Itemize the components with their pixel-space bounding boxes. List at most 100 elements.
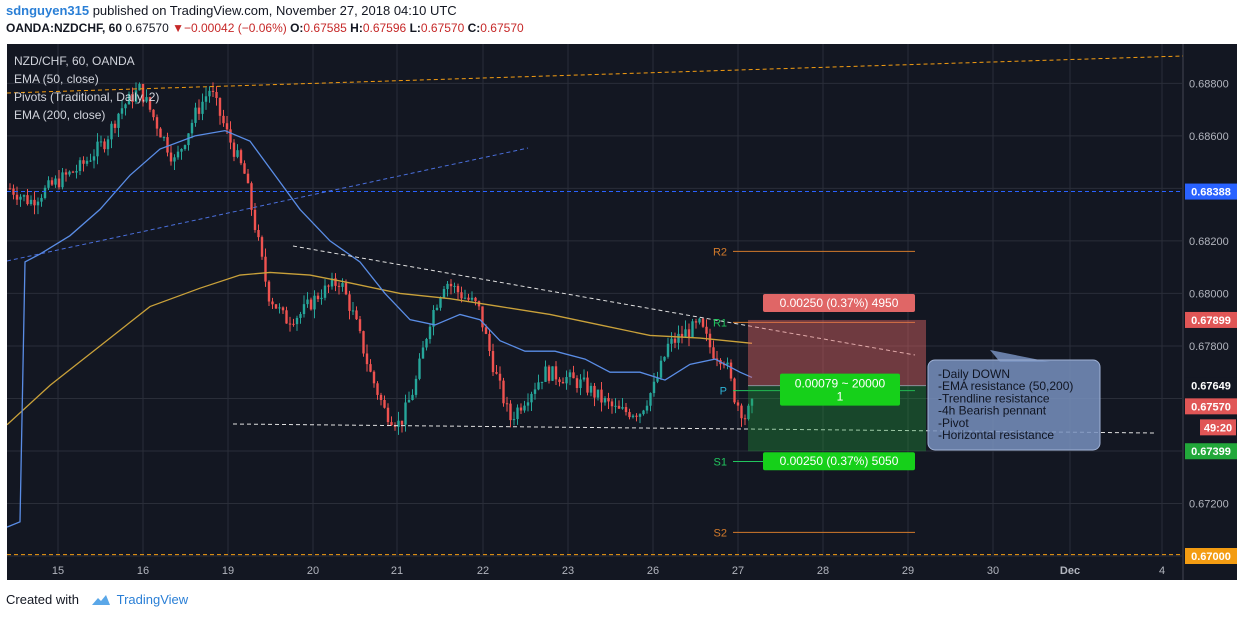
candle-body [379, 394, 383, 400]
candle-body [470, 297, 474, 300]
candle-body [278, 307, 281, 309]
candle-body [558, 379, 561, 383]
candle-body [288, 323, 292, 325]
candle-body [474, 297, 477, 302]
candle-body [586, 377, 589, 393]
candle-body [638, 414, 642, 417]
time-tick-label: 20 [307, 565, 319, 577]
annotation-line: -EMA resistance (50,200) [938, 379, 1073, 393]
candle-body [642, 410, 645, 415]
candle-body [166, 137, 169, 153]
candle-body [260, 237, 264, 257]
price-tag-label: 0.67000 [1191, 551, 1231, 563]
candle-body [568, 372, 572, 378]
candle-body [194, 107, 197, 123]
candle-body [600, 389, 603, 403]
price-tag-box [1185, 183, 1237, 200]
candle-body [292, 323, 295, 325]
candle-body [554, 366, 558, 380]
candle-body [201, 101, 204, 114]
candle-body [533, 389, 537, 394]
candle-body [579, 379, 582, 389]
pivot-label-s1: S1 [714, 456, 727, 468]
ohlc-bar: OANDA:NZDCHF, 60 0.67570 ▼−0.00042 (−0.0… [6, 21, 524, 35]
candle-body [432, 309, 435, 327]
price-tag-label: 0.67399 [1191, 446, 1231, 458]
candle-body [302, 304, 306, 315]
candle-body [211, 90, 215, 92]
price-tick-label: 0.68600 [1189, 131, 1229, 143]
candle-body [169, 152, 173, 162]
candle-body [614, 405, 617, 407]
middle-label-box [780, 373, 900, 406]
candle-body [8, 188, 12, 190]
candle-body [362, 331, 365, 354]
candle-body [372, 371, 376, 384]
candle-body [390, 422, 393, 426]
price-tag-label: 0.67899 [1191, 315, 1231, 327]
trendline-pennant-top [292, 245, 916, 356]
author-name[interactable]: sdnguyen315 [6, 3, 90, 18]
candle-body [134, 90, 138, 102]
candle-body [726, 362, 729, 365]
candle-body [456, 285, 460, 293]
candle-body [243, 163, 246, 174]
candle-body [19, 196, 22, 200]
candle-body [299, 314, 302, 318]
candle-body [110, 123, 113, 140]
candle-body [442, 289, 446, 298]
candle-body [624, 407, 628, 413]
candle-body [358, 319, 362, 332]
candle-body [603, 398, 607, 403]
candle-body [274, 304, 278, 309]
candle-body [463, 297, 467, 299]
candle-body [740, 405, 743, 419]
candle-body [127, 93, 131, 105]
candle-body [190, 122, 194, 134]
candle-body [173, 157, 176, 162]
candle-body [222, 115, 225, 124]
price-tag-box [1200, 419, 1236, 436]
price-tag-label: 0.67649 [1191, 381, 1231, 393]
price-tag-box [1185, 311, 1237, 328]
candle-body [397, 420, 400, 427]
annotation-line: -Horizontal resistance [938, 428, 1054, 442]
symbol-label: OANDA:NZDCHF, 60 [6, 21, 123, 35]
candle-body [152, 109, 155, 118]
candle-body [96, 141, 99, 157]
high-label: H: [350, 21, 363, 35]
candle-body [316, 295, 320, 300]
candle-body [736, 402, 740, 406]
time-tick-label: 21 [391, 565, 403, 577]
candle-body [491, 351, 495, 373]
candle-body [635, 415, 638, 417]
candle-body [36, 201, 40, 206]
candle-body [526, 402, 530, 406]
candle-body [323, 285, 327, 298]
candle-body [670, 338, 673, 344]
close-label: C: [467, 21, 481, 35]
candle-body [330, 278, 334, 287]
candle-body [705, 326, 708, 334]
grid-lines [7, 44, 1183, 557]
candle-body [26, 195, 29, 205]
candle-body [498, 373, 502, 381]
candle-body [687, 329, 691, 338]
time-tick-label: 16 [137, 565, 149, 577]
candle-body [411, 394, 414, 400]
tradingview-link[interactable]: TradingView [116, 592, 189, 607]
time-tick-label: 15 [52, 565, 64, 577]
candle-body [180, 149, 183, 152]
candle-body [575, 378, 579, 389]
candle-body [281, 307, 285, 311]
candle-body [285, 310, 288, 324]
candle-body [313, 295, 316, 310]
price-tag-box [1185, 548, 1237, 564]
candle-body [15, 194, 19, 200]
candle-body [264, 256, 267, 282]
candle-body [40, 197, 43, 202]
price-tick-label: 0.67200 [1189, 498, 1229, 510]
candle-body [400, 420, 404, 425]
time-tick-label: 23 [562, 565, 574, 577]
